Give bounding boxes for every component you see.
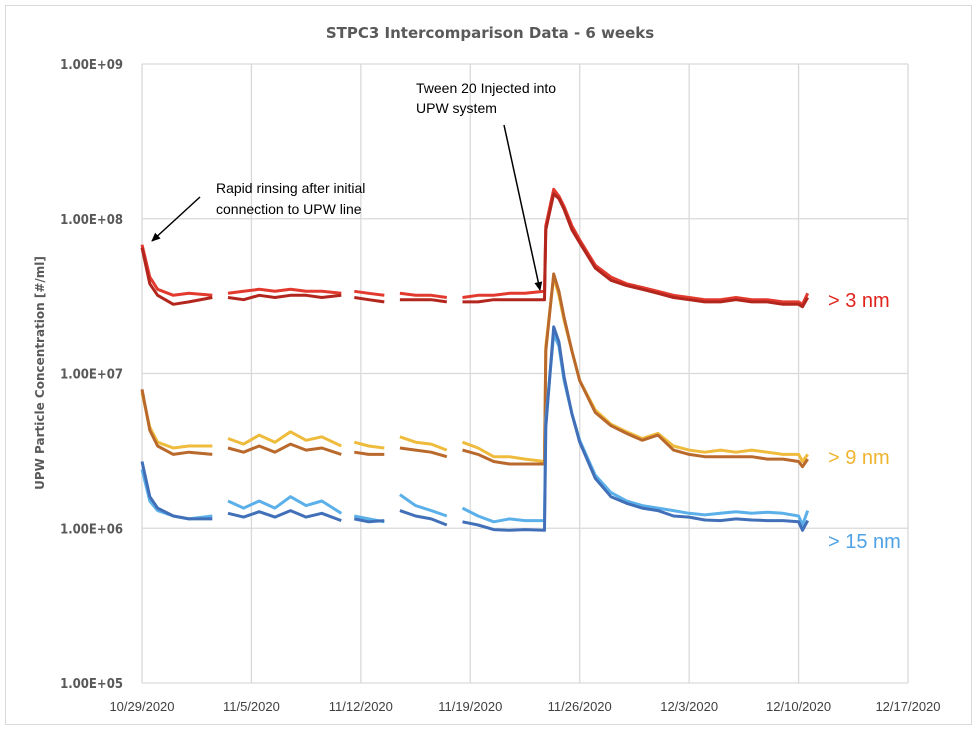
annotation-rinsing: Rapid rinsing after initial connection t… xyxy=(151,180,365,242)
y-tick-labels: 1.00E+05 1.00E+06 1.00E+07 1.00E+08 1.00E+09 xyxy=(60,58,123,692)
x-tick-label: 12/3/2020 xyxy=(660,699,718,714)
gridlines xyxy=(141,63,909,684)
annotation-rinsing-arrow xyxy=(151,196,201,242)
y-tick-label: 1.00E+05 xyxy=(60,677,123,692)
annotation-tween: Tween 20 Injected into UPW system xyxy=(416,80,556,291)
series-label-3nm: > 3 nm xyxy=(828,290,890,312)
series-line-6 xyxy=(140,325,810,532)
chart-frame xyxy=(5,5,972,725)
annotation-tween-arrow xyxy=(503,124,543,291)
y-tick-label: 1.00E+06 xyxy=(60,522,123,537)
series-label-9nm: > 9 nm xyxy=(828,447,890,469)
annotation-rinsing-line-2: connection to UPW line xyxy=(216,201,362,217)
x-tick-label: 11/26/2020 xyxy=(548,699,612,714)
series-line-3 xyxy=(140,275,809,463)
annotation-tween-line-2: UPW system xyxy=(416,100,497,116)
series-line-1 xyxy=(140,187,810,306)
x-tick-labels: 10/29/2020 11/5/2020 11/12/2020 11/19/2020 1… xyxy=(109,699,940,714)
annotation-rinsing-line-1: Rapid rinsing after initial xyxy=(216,180,365,196)
x-tick-label: 10/29/2020 xyxy=(109,699,174,714)
y-tick-label: 1.00E+09 xyxy=(60,58,123,73)
series-line-2 xyxy=(140,192,810,309)
series-group xyxy=(140,187,810,532)
series-label-15nm: > 15 nm xyxy=(828,531,901,553)
x-tick-label: 12/10/2020 xyxy=(766,699,831,714)
y-tick-label: 1.00E+07 xyxy=(60,368,123,383)
chart-title: STPC3 Intercomparison Data - 6 weeks xyxy=(326,24,654,42)
y-tick-label: 1.00E+08 xyxy=(60,213,123,228)
series-line-5 xyxy=(140,332,810,527)
x-tick-label: 11/12/2020 xyxy=(329,699,393,714)
x-tick-label: 11/5/2020 xyxy=(223,699,280,714)
series-line-4 xyxy=(140,272,809,469)
x-tick-label: 12/17/2020 xyxy=(875,699,940,714)
x-tick-label: 11/19/2020 xyxy=(438,699,502,714)
y-axis-label: UPW Particle Concentration [#/ml] xyxy=(33,256,47,490)
annotation-tween-line-1: Tween 20 Injected into xyxy=(416,80,556,96)
